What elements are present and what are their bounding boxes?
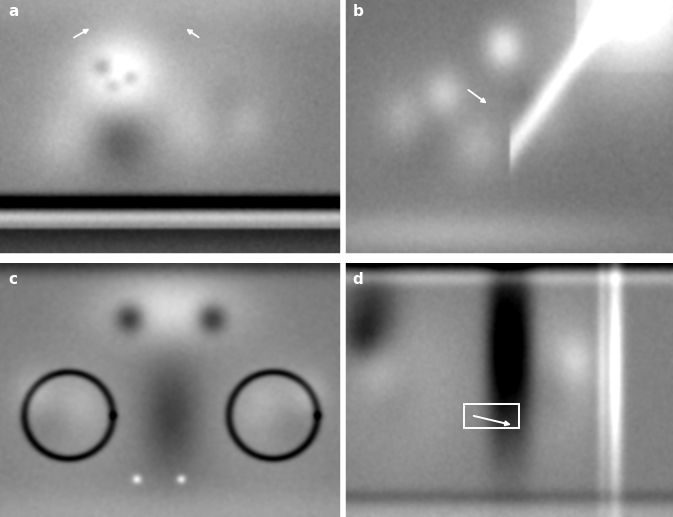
Bar <box>464 404 519 428</box>
Text: a: a <box>9 4 19 19</box>
Text: b: b <box>353 4 363 19</box>
Text: d: d <box>353 271 363 286</box>
Text: c: c <box>9 271 17 286</box>
